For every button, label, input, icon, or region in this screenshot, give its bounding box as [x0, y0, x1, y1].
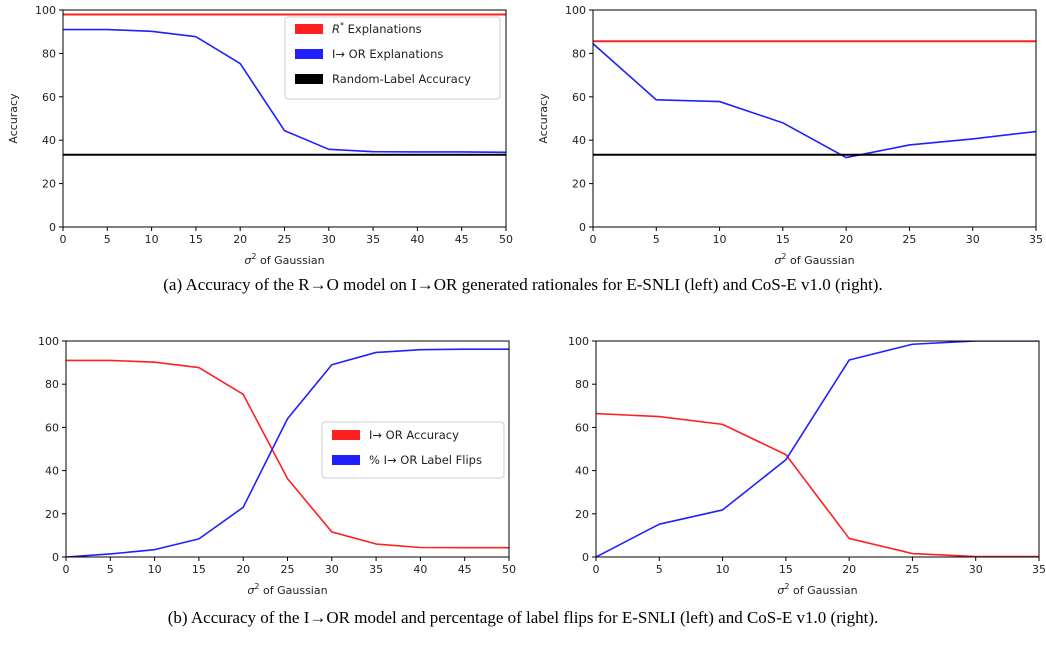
plot-frame — [592, 9, 1037, 228]
series-line-i-or-explanations — [63, 28, 506, 154]
panel-bottom-right: 0 5 10 15 20 25 30 35 0 20 40 60 80 100 σ2 of Gaussian — [568, 335, 1046, 597]
y-tick-label: 0 — [49, 221, 56, 234]
y-tick-label: 80 — [42, 47, 56, 60]
x-tick-label: 50 — [499, 233, 513, 246]
series-line-series-0 — [596, 412, 1039, 557]
x-tick-label: 5 — [653, 233, 660, 246]
panel-bottom-left: 0 5 10 15 20 25 30 35 40 45 50 0 20 40 60 80 100 σ2 of Ga… — [38, 335, 516, 597]
y-tick-label: 20 — [575, 508, 589, 521]
x-tick-label: 25 — [281, 563, 295, 576]
x-tick-label: 50 — [502, 563, 516, 576]
x-axis-label: σ2 of Gaussian — [244, 252, 324, 267]
y-tick-label: 60 — [572, 91, 586, 104]
x-tick-label: 35 — [1032, 563, 1046, 576]
legend-label: R* Explanations — [332, 21, 422, 36]
x-tick-label: 25 — [902, 233, 916, 246]
y-tick-label: 60 — [42, 91, 56, 104]
x-tick-label: 0 — [63, 563, 70, 576]
x-axis-label: σ2 of Gaussian — [774, 252, 854, 267]
y-tick-label: 20 — [42, 178, 56, 191]
x-tick-label: 20 — [839, 233, 853, 246]
legend-swatch — [295, 24, 323, 34]
x-tick-label: 15 — [779, 563, 793, 576]
legend-label: % I→ OR Label Flips — [369, 453, 482, 467]
x-tick-label: 10 — [148, 563, 162, 576]
series-group — [63, 13, 506, 156]
series-line-series-1 — [593, 43, 1036, 159]
x-tick-label: 0 — [593, 563, 600, 576]
legend-label: I→ OR Explanations — [332, 47, 443, 61]
x-tick-label: 20 — [233, 233, 247, 246]
y-tick-label: 20 — [45, 508, 59, 521]
x-tick-label: 30 — [966, 233, 980, 246]
x-tick-label: 20 — [236, 563, 250, 576]
plot-frame — [595, 340, 1040, 558]
y-tick-label: 60 — [45, 421, 59, 434]
y-tick-label: 100 — [568, 335, 589, 348]
x-tick-label: 0 — [60, 233, 67, 246]
y-tick-label: 80 — [572, 47, 586, 60]
x-tick-label: 5 — [656, 563, 663, 576]
x-tick-label: 20 — [842, 563, 856, 576]
x-tick-label: 40 — [410, 233, 424, 246]
caption-a: (a) Accuracy of the R→O model on I→OR ge… — [163, 275, 882, 294]
x-tick-label: 10 — [145, 233, 159, 246]
x-tick-label: 40 — [413, 563, 427, 576]
y-tick-label: 80 — [45, 378, 59, 391]
y-axis-label: Accuracy — [537, 93, 550, 144]
x-tick-label: 25 — [278, 233, 292, 246]
x-tick-label: 35 — [1029, 233, 1043, 246]
caption-b: (b) Accuracy of the I→OR model and perce… — [168, 608, 878, 627]
series-line--i-or-label-flips — [66, 348, 509, 557]
x-tick-label: 30 — [322, 233, 336, 246]
panel-top-left: 0 5 10 15 20 25 30 35 40 45 50 0 20 40 60 80 100 σ2 of Ga… — [7, 4, 513, 267]
y-tick-label: 0 — [52, 551, 59, 564]
y-tick-label: 40 — [42, 134, 56, 147]
y-tick-label: 40 — [575, 465, 589, 478]
y-tick-label: 40 — [572, 134, 586, 147]
x-tick-label: 10 — [716, 563, 730, 576]
y-tick-label: 60 — [575, 421, 589, 434]
x-tick-label: 5 — [104, 233, 111, 246]
y-tick-label: 20 — [572, 178, 586, 191]
series-group — [66, 348, 509, 557]
x-tick-label: 5 — [107, 563, 114, 576]
y-tick-label: 100 — [35, 4, 56, 17]
y-tick-label: 100 — [565, 4, 586, 17]
x-tick-label: 30 — [325, 563, 339, 576]
x-tick-label: 45 — [458, 563, 472, 576]
x-tick-label: 15 — [189, 233, 203, 246]
legend: I→ OR Accuracy % I→ OR Label Flips — [321, 421, 505, 479]
x-tick-label: 15 — [776, 233, 790, 246]
legend-label: I→ OR Accuracy — [369, 428, 459, 442]
legend-label: Random-Label Accuracy — [332, 72, 471, 86]
x-tick-label: 45 — [455, 233, 469, 246]
y-axis-label: Accuracy — [7, 93, 20, 144]
x-tick-label: 15 — [192, 563, 206, 576]
legend-swatch — [295, 49, 323, 59]
legend-swatch — [295, 74, 323, 84]
series-line-series-1 — [596, 341, 1039, 557]
x-axis-label: σ2 of Gaussian — [247, 582, 327, 597]
legend-swatch — [332, 430, 360, 440]
x-tick-label: 25 — [905, 563, 919, 576]
x-tick-label: 30 — [969, 563, 983, 576]
x-tick-label: 35 — [369, 563, 383, 576]
series-line-i-or-accuracy — [66, 359, 509, 549]
panel-top-right: 0 5 10 15 20 25 30 35 0 20 40 60 80 100 σ2 of Gaussian… — [537, 4, 1043, 267]
y-tick-label: 0 — [579, 221, 586, 234]
y-tick-label: 40 — [45, 465, 59, 478]
y-tick-label: 80 — [575, 378, 589, 391]
x-axis-label: σ2 of Gaussian — [777, 582, 857, 597]
legend-swatch — [332, 455, 360, 465]
y-tick-label: 0 — [582, 551, 589, 564]
x-tick-label: 10 — [713, 233, 727, 246]
x-tick-label: 35 — [366, 233, 380, 246]
legend: R* Explanations I→ OR Explanations Random-… — [284, 16, 501, 100]
x-tick-label: 0 — [590, 233, 597, 246]
series-group — [593, 40, 1036, 159]
y-tick-label: 100 — [38, 335, 59, 348]
series-group — [596, 341, 1039, 557]
